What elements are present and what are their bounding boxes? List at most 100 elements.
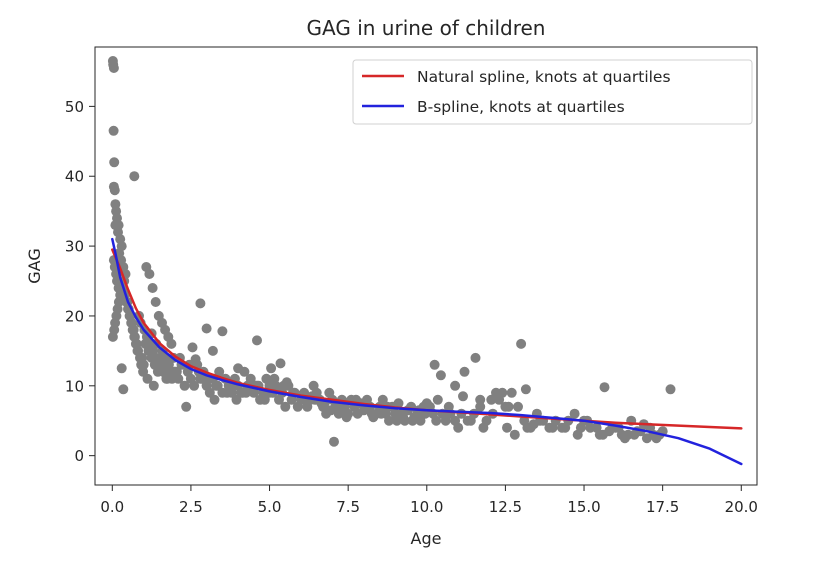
data-point [280, 401, 291, 412]
data-point [150, 297, 161, 307]
data-point [465, 415, 476, 426]
data-point [179, 380, 190, 391]
y-tick-label: 40 [65, 168, 84, 186]
data-point [231, 394, 242, 405]
data-point [214, 366, 225, 377]
data-point [393, 398, 404, 409]
data-point [619, 433, 630, 444]
data-point [269, 373, 280, 384]
x-tick-label: 17.5 [646, 498, 679, 516]
chart-title: GAG in urine of children [307, 16, 546, 40]
data-point [572, 429, 583, 440]
data-point [173, 373, 184, 384]
x-axis-label: Age [411, 529, 442, 548]
data-point [129, 171, 140, 182]
data-point [281, 377, 292, 388]
data-point [503, 401, 514, 412]
data-point [144, 269, 155, 279]
data-point [486, 394, 497, 405]
data-point [407, 415, 418, 426]
scatter-points [107, 56, 676, 447]
data-point [432, 394, 443, 405]
x-tick-label: 20.0 [725, 498, 758, 516]
x-tick-label: 15.0 [567, 498, 600, 516]
data-point [252, 335, 262, 346]
data-point [497, 387, 508, 398]
data-point [195, 298, 206, 309]
data-point [189, 380, 200, 391]
data-point [118, 384, 129, 395]
data-point [325, 405, 336, 416]
data-point [458, 391, 468, 402]
data-point [158, 366, 169, 377]
data-point [516, 338, 527, 349]
data-point [440, 415, 451, 426]
data-point [190, 354, 201, 365]
natural-spline-line [111, 248, 743, 430]
data-point [366, 408, 377, 419]
data-point [384, 415, 394, 426]
data-point [201, 323, 212, 334]
data-point [187, 342, 198, 353]
data-point [217, 326, 228, 337]
data-point [329, 436, 339, 447]
data-point [569, 408, 580, 419]
data-point [109, 185, 120, 196]
data-point [341, 412, 352, 423]
data-point [475, 394, 486, 405]
data-point [513, 401, 523, 412]
y-tick-label: 30 [65, 238, 84, 256]
data-point [116, 363, 127, 374]
data-point [266, 363, 277, 374]
x-tick-label: 10.0 [410, 498, 443, 516]
data-point [377, 394, 388, 405]
data-point [209, 394, 220, 405]
data-point [259, 394, 270, 405]
data-point [108, 63, 119, 73]
data-point [509, 429, 520, 440]
x-tick-label: 7.5 [336, 498, 360, 516]
data-point [450, 380, 461, 391]
data-point [528, 419, 539, 430]
data-point [478, 422, 489, 433]
data-point [152, 359, 162, 370]
data-point [391, 415, 402, 426]
data-point [435, 370, 446, 381]
y-axis-label: GAG [25, 248, 44, 283]
legend-box [352, 59, 753, 125]
x-tick-label: 5.0 [258, 498, 282, 516]
y-tick-label: 50 [65, 98, 84, 116]
y-tick-label: 20 [65, 307, 84, 325]
data-point [204, 387, 215, 398]
data-point [453, 422, 464, 433]
x-tick-label: 12.5 [489, 498, 522, 516]
data-point [233, 363, 244, 374]
data-point [429, 359, 440, 370]
data-point [470, 352, 481, 363]
plot-frame [94, 46, 758, 486]
data-point [245, 373, 256, 384]
data-point [142, 373, 153, 384]
y-tick-label: 0 [74, 447, 84, 465]
data-point [459, 366, 470, 377]
data-point [109, 157, 120, 168]
data-point [181, 401, 192, 412]
data-point [502, 422, 512, 433]
data-point [665, 384, 676, 395]
data-point [275, 358, 286, 369]
x-axis-ticks: 0.0 2.5 5.0 7.5 10.0 12.5 15.0 17.5 20.0 [100, 485, 758, 516]
data-point [506, 387, 517, 398]
b-spline-line [111, 237, 743, 466]
spline-curves [111, 237, 743, 466]
legend-label-b-spline: B-spline, knots at quartiles [417, 98, 625, 116]
legend-label-natural-spline: Natural spline, knots at quartiles [417, 68, 671, 86]
data-point [475, 401, 486, 412]
data-point [147, 283, 158, 293]
data-point [148, 380, 159, 391]
data-point [196, 373, 207, 384]
data-point [547, 422, 558, 433]
data-point [415, 415, 426, 426]
data-point [207, 345, 218, 356]
x-tick-label: 0.0 [100, 498, 124, 516]
